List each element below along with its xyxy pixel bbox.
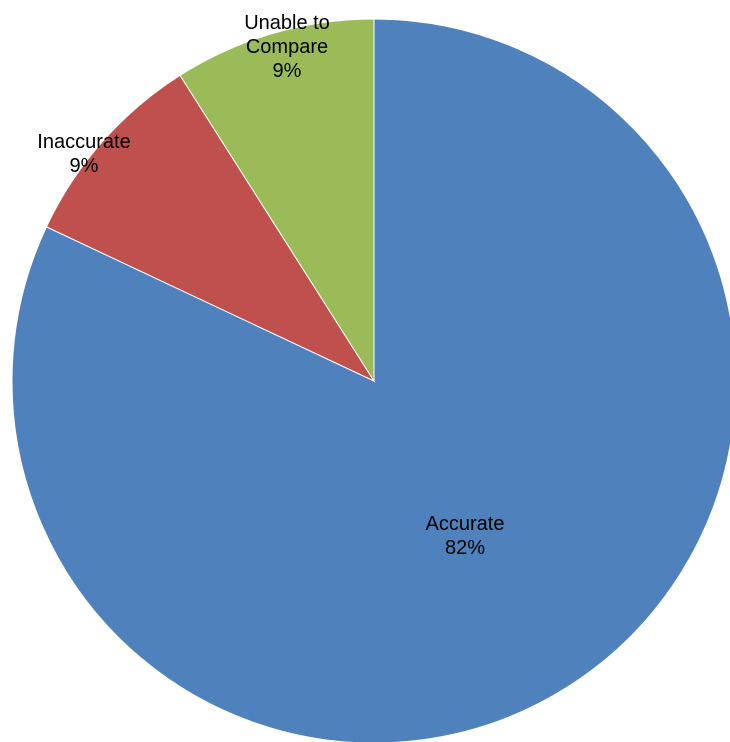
slice-name: Compare xyxy=(246,36,328,58)
pie-slices xyxy=(11,18,730,742)
slice-percent: 9% xyxy=(273,60,302,82)
slice-label-accurate: Accurate 82% xyxy=(426,513,505,559)
slice-label-inaccurate: Inaccurate 9% xyxy=(37,131,130,177)
pie-slice-inaccurate xyxy=(45,74,376,383)
slice-percent: 9% xyxy=(70,155,99,177)
slice-name: Accurate xyxy=(426,513,505,535)
pie-labels: Accurate 82%Inaccurate 9%Unable to Compare 9… xyxy=(37,12,504,559)
slice-name: Inaccurate xyxy=(37,131,130,153)
slice-name: Unable to xyxy=(244,12,330,34)
slice-label-unable-to-compare: Unable to Compare 9% xyxy=(244,12,330,82)
pie-slice-accurate xyxy=(11,18,730,742)
pie-slice-unable-to-compare xyxy=(179,18,375,383)
slice-percent: 82% xyxy=(445,537,485,559)
